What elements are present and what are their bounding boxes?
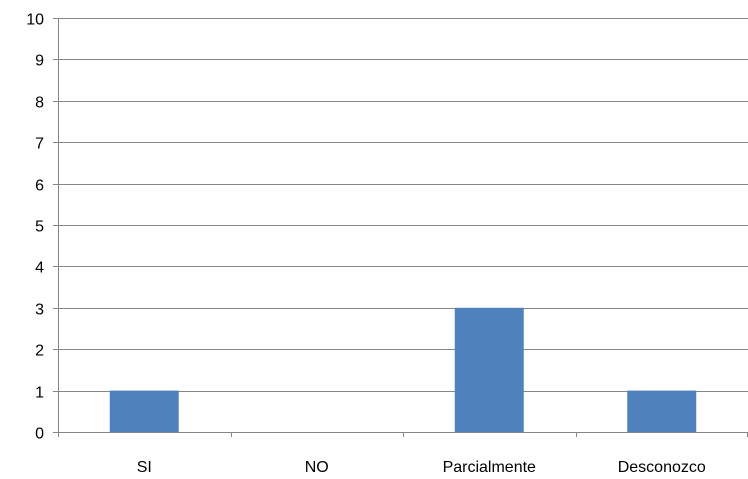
bar-si	[109, 390, 179, 432]
y-tick-label-5: 5	[35, 219, 44, 236]
x-axis	[58, 18, 748, 437]
y-tick-label-8: 8	[35, 95, 44, 112]
y-tick-label-7: 7	[35, 136, 44, 153]
y-tick-label-1: 1	[35, 385, 44, 402]
bar-parcialmente	[454, 307, 524, 432]
y-tick-label-3: 3	[35, 302, 44, 319]
x-tick-label-si: SI	[137, 459, 152, 476]
x-tick-label-desconozco: Desconozco	[618, 459, 706, 476]
y-tick-label-10: 10	[26, 12, 44, 29]
y-tick-label-9: 9	[35, 53, 44, 70]
y-tick-label-4: 4	[35, 260, 44, 277]
x-axis-labels: SI NO Parcialmente Desconozco	[137, 459, 706, 476]
bar-desconozco	[627, 390, 697, 432]
y-tick-label-6: 6	[35, 178, 44, 195]
bars	[109, 307, 697, 432]
gridlines	[58, 18, 748, 392]
x-tick-label-no: NO	[305, 459, 329, 476]
x-tick-label-parcialmente: Parcialmente	[443, 459, 536, 476]
y-tick-label-2: 2	[35, 343, 44, 360]
y-tick-label-0: 0	[35, 426, 44, 443]
y-axis-ticks: 0 1 2 3 4 5 6 7 8 9 10	[26, 12, 58, 443]
